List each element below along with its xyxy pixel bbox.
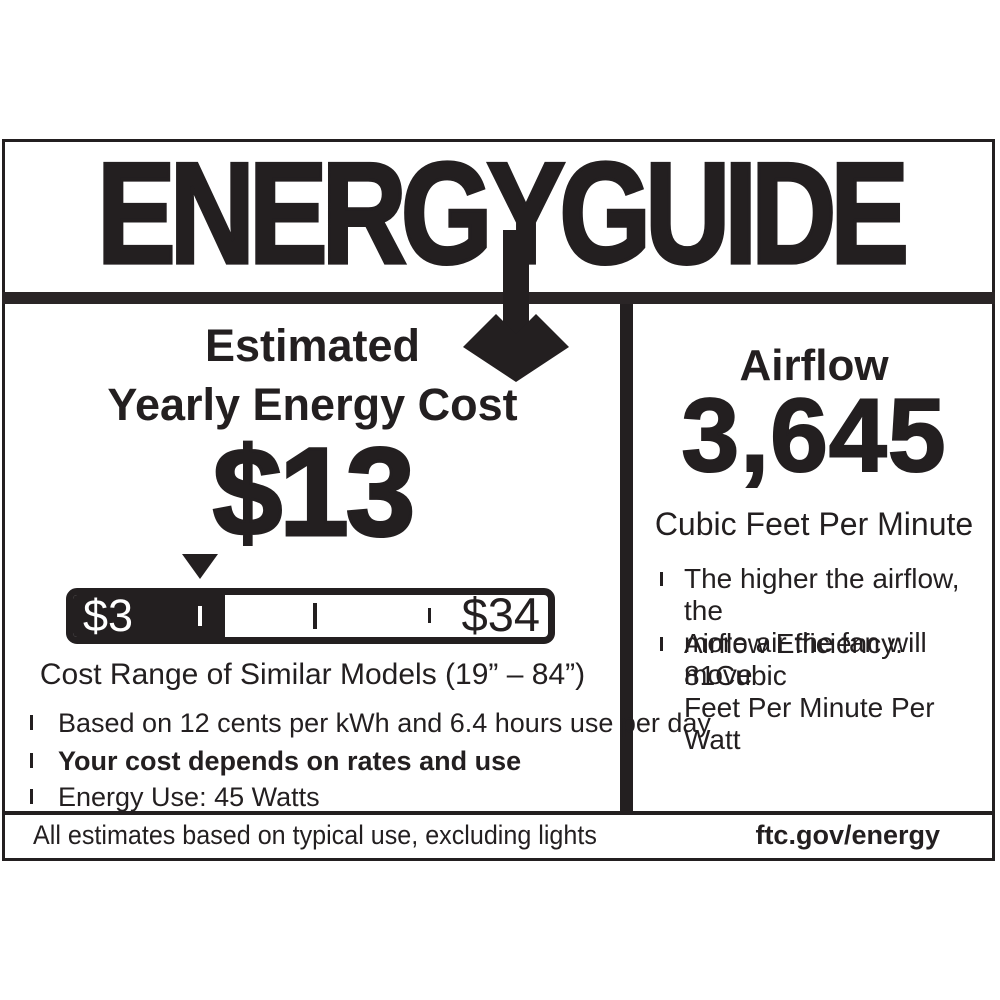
bullet-text: The higher the airflow, the more air the… <box>684 563 980 691</box>
bullet-text: Airflow Efficiency: 81Cubic Feet Per Min… <box>684 628 980 756</box>
cost-heading-line1: Estimated <box>204 320 421 371</box>
airflow-title: Airflow <box>739 341 889 390</box>
footer-divider <box>2 811 995 815</box>
down-arrow-icon <box>463 230 569 382</box>
bullet-line: The higher the airflow, the <box>684 563 960 626</box>
bullet-line: Airflow Efficiency: 81Cubic <box>684 628 903 691</box>
ftc-url: ftc.gov/energy <box>755 820 940 850</box>
energyguide-logo: ENERGYGUIDE <box>95 133 910 295</box>
cost-heading-line2: Yearly Energy Cost <box>107 379 518 430</box>
bullet-marker-icon <box>30 789 33 804</box>
cost-range-bar: $3 $34 <box>66 588 555 644</box>
bar-max-label: $34 <box>461 588 540 641</box>
bullet-text: Your cost depends on rates and use <box>58 746 522 776</box>
bullet-marker-icon <box>30 753 33 768</box>
yearly-cost-value: $13 <box>211 423 417 562</box>
bullet-line: more air the fan will move <box>684 627 927 690</box>
bullet-line: Feet Per Minute Per Watt <box>684 692 935 755</box>
airflow-value: 3,645 <box>680 378 947 494</box>
bullet-marker-icon <box>30 715 33 730</box>
tick-mark <box>313 603 317 629</box>
header-divider <box>2 292 995 304</box>
cost-marker-icon <box>182 554 218 579</box>
bullet-marker-icon <box>660 572 663 586</box>
bullet-text: Energy Use: 45 Watts <box>58 782 320 812</box>
panel-divider <box>620 304 633 811</box>
cost-range-caption: Cost Range of Similar Models (19” – 84”) <box>39 658 586 691</box>
bar-min-label: $3 <box>83 590 134 641</box>
tick-mark <box>428 608 431 623</box>
footer-note: All estimates based on typical use, excl… <box>33 820 597 850</box>
bullet-text: Based on 12 cents per kWh and 6.4 hours … <box>58 708 711 738</box>
tick-mark <box>198 606 202 626</box>
bullet-marker-icon <box>660 637 663 651</box>
airflow-unit: Cubic Feet Per Minute <box>654 506 974 542</box>
label-frame <box>2 139 995 861</box>
